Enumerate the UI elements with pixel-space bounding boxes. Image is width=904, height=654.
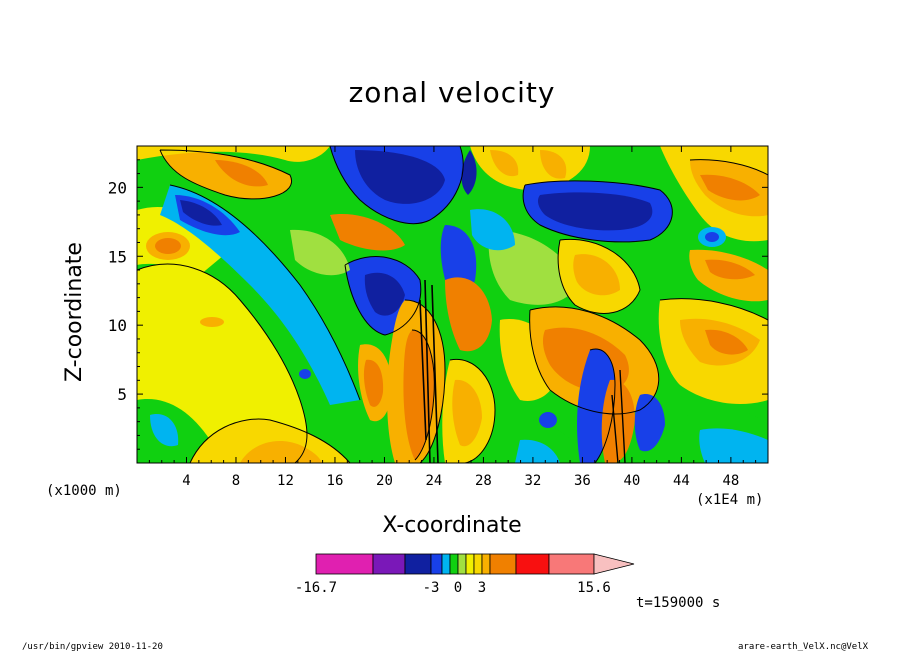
colorbar-tick-label: 15.6: [577, 580, 611, 596]
x-tick-label: 48: [722, 473, 739, 489]
colorbar-tick-label: -16.7: [295, 580, 337, 596]
z-tick-label: 20: [108, 178, 127, 197]
colorbar-bin: [465, 553, 475, 575]
time-label: t=159000 s: [636, 595, 721, 611]
footer-left: /usr/bin/gpview 2010-11-20: [22, 642, 163, 652]
colorbar-tick-label: 3: [478, 580, 486, 596]
colorbar-bin: [548, 553, 595, 575]
colorbar-bin: [489, 553, 517, 575]
z-axis-label: Z-coordinate: [62, 242, 87, 382]
colorbar-bin: [457, 553, 467, 575]
colorbar-tick-label: -3: [423, 580, 440, 596]
x-axis-label: X-coordinate: [382, 513, 522, 538]
x-tick-label: 16: [327, 473, 344, 489]
x-tick-label: 24: [426, 473, 443, 489]
colorbar: -16.7 -3 0 3 15.6: [295, 553, 635, 596]
footer-right: arare-earth_VelX.nc@VelX: [738, 642, 869, 652]
x-tick-label: 20: [376, 473, 393, 489]
colorbar-bin: [404, 553, 432, 575]
z-tick-label: 15: [108, 247, 127, 266]
colorbar-bin: [315, 553, 374, 575]
x-axis: 4 8 12 16 20 24 28 32 36 40 44 48: [148, 146, 757, 489]
velocity-field: [137, 146, 768, 463]
x-tick-label: 44: [673, 473, 690, 489]
colorbar-bin: [515, 553, 550, 575]
x-unit-label: (x1E4 m): [696, 492, 764, 508]
colorbar-bin: [441, 553, 451, 575]
colorbar-bin: [430, 553, 443, 575]
x-tick-label: 12: [277, 473, 294, 489]
x-tick-label: 36: [574, 473, 591, 489]
z-tick-label: 5: [117, 385, 127, 404]
x-tick-label: 40: [623, 473, 640, 489]
colorbar-bin: [481, 553, 491, 575]
colorbar-bin: [449, 553, 459, 575]
z-tick-label: 10: [108, 316, 127, 335]
x-tick-label: 8: [232, 473, 240, 489]
colorbar-bin: [372, 553, 406, 575]
plot-frame: [136, 145, 769, 464]
z-axis: 5 10 15 20: [108, 159, 768, 450]
x-tick-label: 4: [182, 473, 190, 489]
chart-title: zonal velocity: [348, 76, 556, 109]
z-unit-label: (x1000 m): [46, 483, 122, 499]
colorbar-extension: [593, 553, 635, 575]
colorbar-bin: [473, 553, 483, 575]
contour-lines: [137, 146, 768, 463]
x-tick-label: 28: [475, 473, 492, 489]
colorbar-tick-label: 0: [454, 580, 462, 596]
x-tick-label: 32: [524, 473, 541, 489]
